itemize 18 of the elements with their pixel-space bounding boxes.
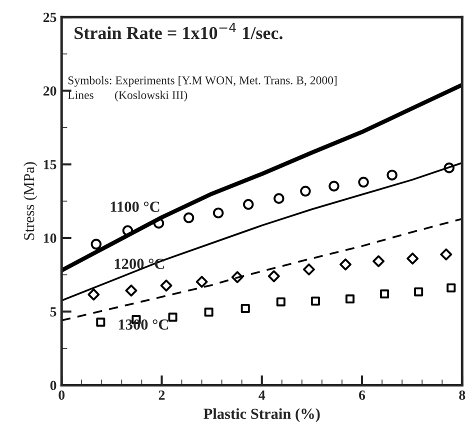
y-tick-label: 20	[43, 86, 56, 96]
annotation: 1100 °C	[110, 202, 160, 212]
annotation: 1300 °C	[118, 319, 168, 330]
x-tick-label: 8	[459, 390, 466, 400]
chart-title: Strain Rate = 1x10$^{−4}$ 1/sec.	[74, 22, 282, 40]
x-axis-title: Plastic Strain (%)	[204, 408, 320, 422]
annotation: Symbols: Experiments [Y.M WON, Met. Trans. B, 2000]	[68, 76, 337, 87]
x-tick-label: 4	[258, 390, 266, 400]
y-tick-label: 10	[44, 234, 56, 243]
y-tick-label: 25	[43, 12, 56, 22]
y-tick-label: 5	[50, 307, 56, 317]
y-axis-title: Stress (MPa)	[23, 162, 38, 240]
x-tick-label: 6	[359, 390, 366, 400]
annotation: Lines (Koslowski III)	[68, 90, 188, 102]
x-tick-label: 0	[58, 390, 65, 400]
x-tick-label: 2	[158, 390, 165, 400]
y-tick-label: 0	[50, 380, 56, 390]
y-tick-label: 15	[44, 160, 56, 170]
